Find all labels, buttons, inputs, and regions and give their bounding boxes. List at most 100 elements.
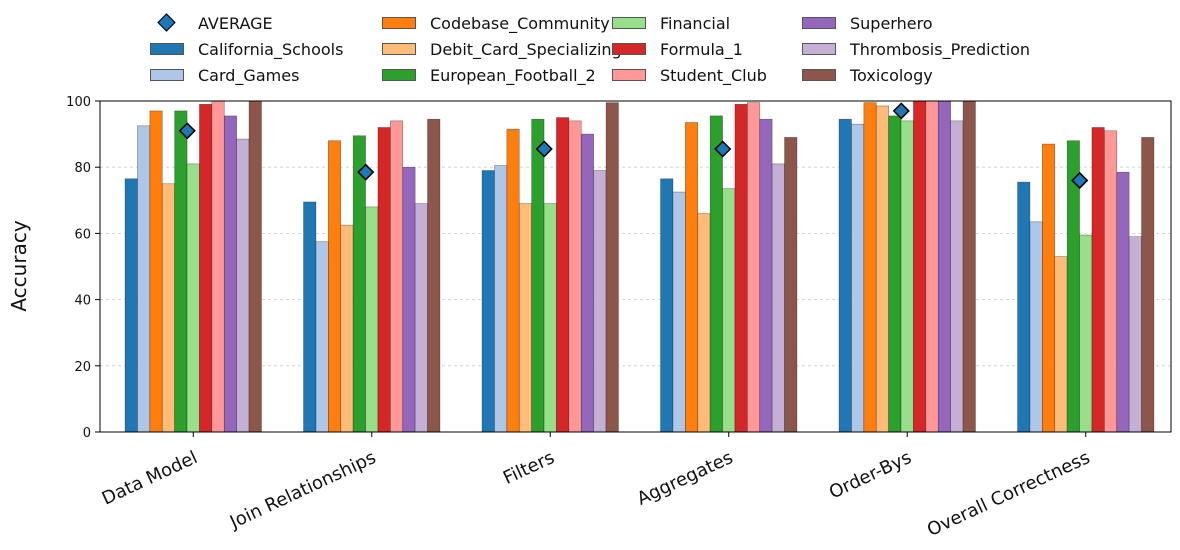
legend-label: European_Football_2 xyxy=(430,65,596,85)
legend-average-marker xyxy=(150,12,184,34)
average-markers xyxy=(178,102,1089,190)
bar-financial xyxy=(186,163,200,433)
bar-toxicology xyxy=(1141,137,1155,433)
bar-financial xyxy=(1079,234,1093,433)
bar-student-club xyxy=(390,120,404,433)
bar-superhero xyxy=(1116,171,1130,433)
bar-thrombosis-prediction xyxy=(593,170,607,433)
y-tick-label: 0 xyxy=(83,426,91,441)
legend-swatch xyxy=(802,69,836,81)
legend-item: Thrombosis_Prediction xyxy=(802,38,1030,60)
bar-thrombosis-prediction xyxy=(236,138,250,433)
legend: AVERAGE California_Schools Card_Games Codeb… xyxy=(150,12,1110,92)
legend-item: Student_Club xyxy=(612,64,767,86)
legend-item: Toxicology xyxy=(802,64,933,86)
bars xyxy=(124,100,1155,433)
bar-debit-card-specializing xyxy=(340,224,354,433)
average-marker xyxy=(1071,171,1089,190)
bar-codebase-community xyxy=(506,128,520,433)
legend-label: Toxicology xyxy=(850,65,933,85)
bar-formula-1 xyxy=(734,104,748,433)
bar-california-schools xyxy=(660,178,674,433)
bar-codebase-community xyxy=(149,110,163,433)
average-marker xyxy=(357,163,375,181)
y-tick-label: 80 xyxy=(74,161,91,176)
y-axis: 0 20 40 60 80 100 xyxy=(66,95,100,441)
bar-formula-1 xyxy=(556,117,570,433)
bar-financial xyxy=(900,120,914,433)
bar-formula-1 xyxy=(913,100,927,433)
legend-swatch xyxy=(612,69,646,81)
bar-california-schools xyxy=(1017,181,1031,433)
y-tick-label: 20 xyxy=(74,360,91,375)
bar-superhero xyxy=(402,166,416,433)
legend-swatch xyxy=(612,43,646,55)
average-marker xyxy=(714,140,732,158)
average-marker xyxy=(892,102,910,120)
bar-student-club xyxy=(747,102,761,433)
legend-label: AVERAGE xyxy=(198,13,273,33)
bar-card-games xyxy=(494,165,508,433)
bar-student-club xyxy=(568,120,582,433)
bar-european-football-2 xyxy=(352,135,366,433)
x-tick-label: Join Relationships xyxy=(226,447,379,533)
bar-financial xyxy=(543,203,557,433)
legend-item: Financial xyxy=(612,12,730,34)
legend-item: Debit_Card_Specializing xyxy=(382,38,622,60)
bar-codebase-community xyxy=(1042,143,1056,433)
legend-label: Debit_Card_Specializing xyxy=(430,39,622,59)
bar-debit-card-specializing xyxy=(697,213,711,433)
plot-frame xyxy=(99,100,1172,433)
legend-swatch xyxy=(802,43,836,55)
bar-european-football-2 xyxy=(174,110,188,433)
legend-item: Codebase_Community xyxy=(382,12,610,34)
bar-student-club xyxy=(925,100,939,433)
bar-toxicology xyxy=(248,100,262,433)
bar-debit-card-specializing xyxy=(518,203,532,433)
bar-thrombosis-prediction xyxy=(771,163,785,433)
legend-item: European_Football_2 xyxy=(382,64,596,86)
bar-formula-1 xyxy=(377,127,391,433)
x-tick-label: Aggregates xyxy=(634,447,736,510)
bar-debit-card-specializing xyxy=(1054,256,1068,433)
bar-toxicology xyxy=(962,100,976,433)
bar-student-club xyxy=(1104,130,1118,433)
bar-thrombosis-prediction xyxy=(950,120,964,433)
bar-card-games xyxy=(1029,221,1043,433)
legend-item: Formula_1 xyxy=(612,38,743,60)
legend-item: Card_Games xyxy=(150,64,299,86)
bar-toxicology xyxy=(605,102,619,433)
bar-formula-1 xyxy=(1091,127,1105,433)
y-tick-label: 40 xyxy=(74,294,91,309)
legend-label: Thrombosis_Prediction xyxy=(850,39,1031,59)
bar-thrombosis-prediction xyxy=(414,203,428,433)
bar-card-games xyxy=(851,123,865,433)
legend-swatch xyxy=(802,17,836,29)
legend-swatch xyxy=(150,69,184,81)
legend-label: Financial xyxy=(660,13,731,33)
bar-superhero xyxy=(759,118,773,433)
bar-codebase-community xyxy=(863,102,877,433)
bar-debit-card-specializing xyxy=(161,183,175,433)
x-tick-label: Order-Bys xyxy=(826,447,915,503)
legend-label: California_Schools xyxy=(198,39,344,59)
bar-thrombosis-prediction xyxy=(1128,236,1142,433)
bar-codebase-community xyxy=(685,122,699,433)
bar-card-games xyxy=(137,125,151,433)
bar-card-games xyxy=(672,191,686,433)
legend-label: Superhero xyxy=(850,13,933,33)
legend-item: AVERAGE xyxy=(150,12,273,34)
y-tick-label: 100 xyxy=(66,95,91,110)
legend-item: California_Schools xyxy=(150,38,343,60)
bar-california-schools xyxy=(481,170,495,433)
average-marker xyxy=(535,140,553,158)
bar-superhero xyxy=(580,133,594,433)
bar-financial xyxy=(365,206,379,433)
x-tick-label: Filters xyxy=(500,447,558,489)
bar-debit-card-specializing xyxy=(875,105,889,433)
legend-swatch xyxy=(612,17,646,29)
bar-superhero xyxy=(937,100,951,433)
bar-california-schools xyxy=(303,201,317,433)
bar-financial xyxy=(722,188,736,433)
